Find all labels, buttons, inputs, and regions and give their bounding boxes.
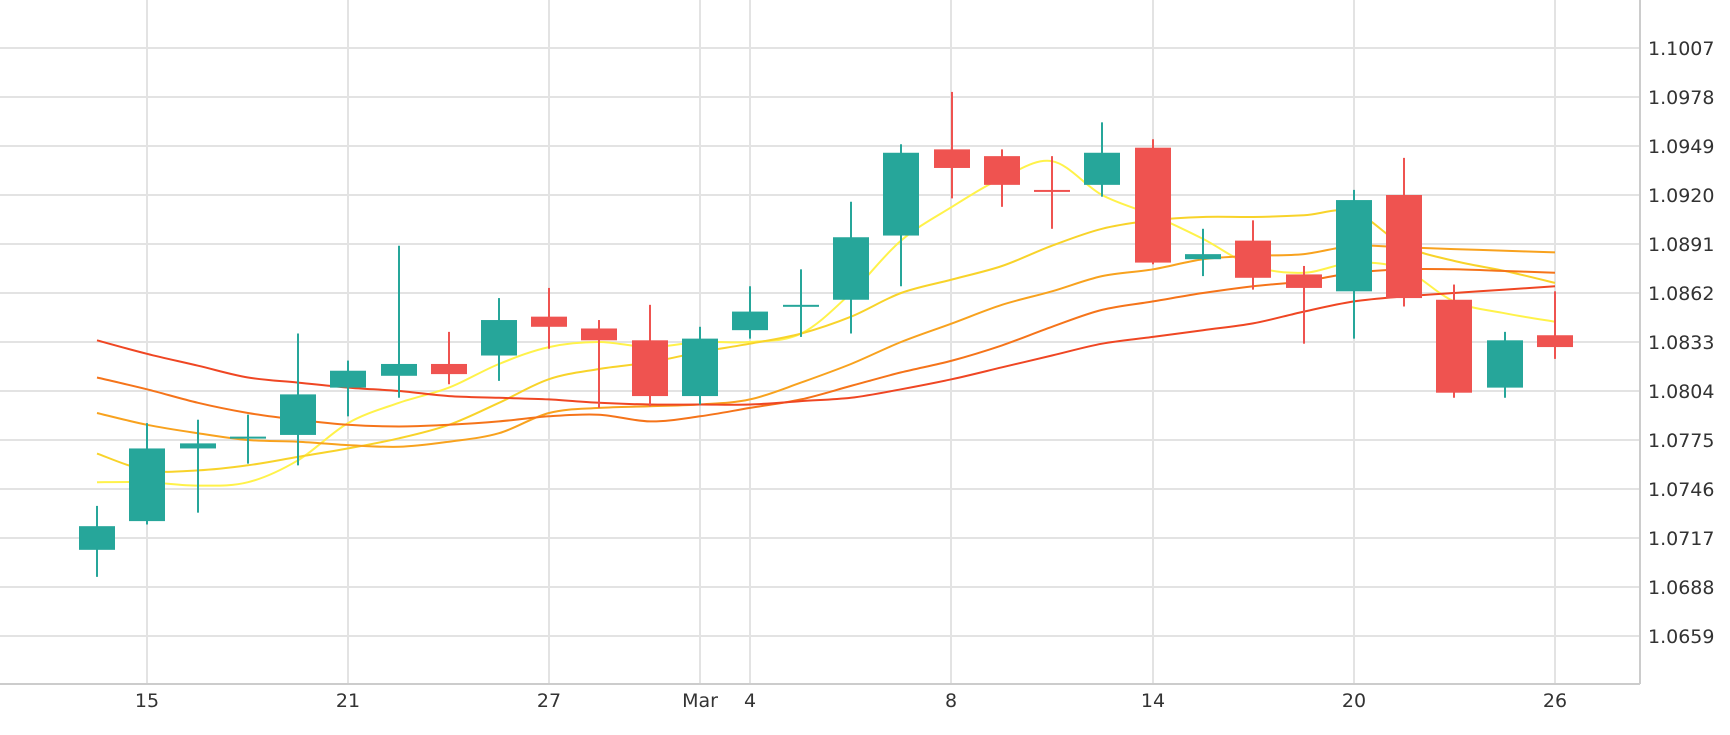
candle-body	[330, 370, 366, 388]
moving-average-line-5	[96, 285, 1556, 406]
candle-body	[1386, 195, 1422, 299]
candle	[1286, 265, 1322, 344]
candle	[984, 149, 1020, 207]
candle	[833, 201, 869, 334]
candle	[1537, 291, 1573, 359]
candle	[431, 331, 467, 385]
y-tick-label: 1.0891	[1648, 234, 1714, 256]
x-tick-label: 26	[1543, 690, 1567, 712]
candle-body	[682, 338, 718, 397]
y-tick-label: 1.0717	[1648, 528, 1714, 550]
candle	[783, 269, 819, 337]
candle-body	[783, 304, 819, 307]
candle	[1084, 122, 1120, 197]
candle-body	[180, 443, 216, 449]
y-tick-label: 1.0688	[1648, 577, 1714, 599]
candle	[1135, 139, 1171, 265]
x-tick-label: 15	[135, 690, 159, 712]
candle	[883, 144, 919, 287]
x-tick-label: 27	[537, 690, 561, 712]
candle	[1487, 331, 1523, 398]
candle	[1436, 284, 1472, 398]
candle	[129, 423, 165, 525]
y-tick-label: 1.0804	[1648, 381, 1714, 403]
y-tick-label: 1.1007	[1648, 38, 1714, 60]
x-tick-label: Mar	[682, 690, 718, 712]
x-tick-label: 4	[744, 690, 756, 712]
x-tick-label: 8	[945, 690, 957, 712]
x-tick-label: 14	[1141, 690, 1165, 712]
y-tick-label: 1.0949	[1648, 136, 1714, 158]
candle-body	[1436, 299, 1472, 393]
candle-body	[79, 526, 115, 550]
candle-body	[934, 149, 970, 168]
candle-body	[833, 237, 869, 300]
candle	[230, 414, 266, 464]
candle	[381, 245, 417, 398]
x-tick-label: 21	[336, 690, 360, 712]
grid	[0, 0, 1640, 684]
candle	[1034, 156, 1070, 229]
candle	[280, 333, 316, 466]
candle-body	[280, 394, 316, 435]
moving-average-line-3	[96, 244, 1556, 448]
candle	[1185, 228, 1221, 277]
axes: 1.1007 1.0978 1.0949 1.0920 1.0891 1.0862 1.08…	[0, 0, 1714, 712]
candle-body	[1034, 189, 1070, 192]
candle-body	[1235, 240, 1271, 278]
candle	[682, 326, 718, 405]
candle	[1386, 157, 1422, 307]
y-tick-label: 1.0775	[1648, 430, 1714, 452]
candle	[581, 320, 617, 408]
x-tick-label: 20	[1342, 690, 1366, 712]
candle-body	[632, 340, 668, 397]
candle-body	[1537, 335, 1573, 348]
candle	[1336, 189, 1372, 339]
candle-body	[1084, 152, 1120, 185]
candle	[732, 286, 768, 339]
y-tick-label: 1.0920	[1648, 185, 1714, 207]
candle	[632, 304, 668, 407]
y-tick-label: 1.0659	[1648, 626, 1714, 648]
candle-body	[1185, 254, 1221, 260]
candle	[180, 419, 216, 513]
candles	[79, 91, 1573, 577]
candle-body	[984, 156, 1020, 185]
y-tick-label: 1.0978	[1648, 87, 1714, 109]
candle-body	[883, 152, 919, 236]
candle-body	[581, 328, 617, 341]
candle-body	[431, 363, 467, 375]
candle-body	[230, 436, 266, 439]
candle	[481, 298, 517, 381]
candle-body	[481, 320, 517, 356]
candle	[531, 287, 567, 349]
y-tick-label: 1.0746	[1648, 479, 1714, 501]
candle-body	[1336, 200, 1372, 292]
candle	[934, 91, 970, 199]
candle-body	[381, 363, 417, 376]
candle	[330, 360, 366, 417]
candle-body	[1286, 274, 1322, 288]
candle-body	[732, 311, 768, 331]
candle-body	[1487, 340, 1523, 388]
moving-average-line-2	[96, 209, 1556, 473]
y-tick-label: 1.0862	[1648, 283, 1714, 305]
candle-body	[129, 448, 165, 522]
candle-body	[1135, 147, 1171, 263]
y-tick-label: 1.0833	[1648, 332, 1714, 354]
candle-body	[531, 316, 567, 327]
candle	[79, 505, 115, 577]
candle	[1235, 220, 1271, 290]
